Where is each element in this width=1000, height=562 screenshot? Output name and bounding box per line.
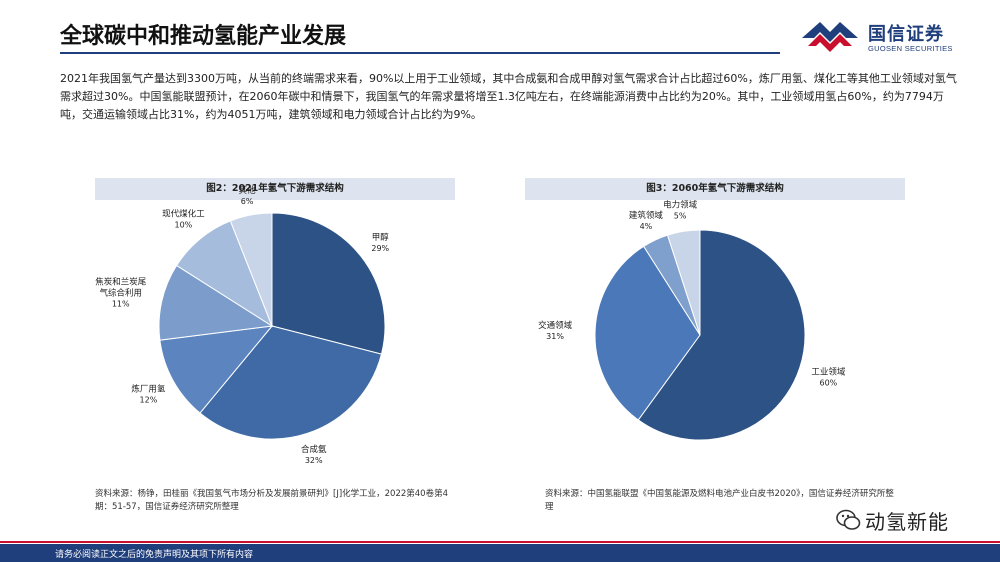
wechat-icon xyxy=(836,509,861,530)
title-divider xyxy=(60,52,780,54)
page-title: 全球碳中和推动氢能产业发展 xyxy=(60,24,347,49)
chart1-source: 资料来源：杨铮，田桂丽《我国氢气市场分析及发展前景研判》[J]化学工业，2022… xyxy=(95,489,448,512)
chart2-header: 图3：2060年氢气下游需求结构 xyxy=(525,178,905,200)
chart2-source: 资料来源：中国氢能联盟《中国氢能源及燃料电池产业白皮书2020》，国信证券经济研… xyxy=(545,489,894,512)
pie-slice-2 xyxy=(594,245,701,421)
pie-slice-2 xyxy=(199,325,383,440)
slice-value-label: 29% xyxy=(371,244,389,253)
slice-category-label: 炼厂用氢 xyxy=(131,384,166,395)
slice-value-label: 6% xyxy=(241,197,254,206)
slice-value-label: 5% xyxy=(674,211,687,220)
slice-category-label: 建筑领域 xyxy=(629,210,664,221)
slice-category-label: 气综合利用 xyxy=(99,287,142,298)
footer-text: 请务必阅读正文之后的免责声明及其项下所有内容 xyxy=(55,550,254,560)
pie-slice-6 xyxy=(229,212,273,327)
pie-slice-1 xyxy=(637,229,806,441)
logo-text-en: GUOSEN SECURITIES xyxy=(868,44,953,53)
slice-value-label: 32% xyxy=(305,456,323,465)
slice-category-label: 合成氨 xyxy=(301,444,327,455)
footer-accent xyxy=(0,541,1000,543)
slice-value-label: 60% xyxy=(820,379,838,388)
watermark-text: 动氢新能 xyxy=(865,510,949,534)
logo-text-cn: 国信证券 xyxy=(868,24,944,45)
intro-paragraph: 2021年我国氢气产量达到3300万吨，从当前的终端需求来看，90%以上用于工业… xyxy=(60,72,957,121)
slice-value-label: 31% xyxy=(546,332,564,341)
slice-category-label: 甲醇 xyxy=(372,232,390,243)
pie-slice-1 xyxy=(271,212,386,355)
slice-category-label: 电力领域 xyxy=(663,199,698,210)
pie-slice-3 xyxy=(159,325,274,414)
slice-value-label: 10% xyxy=(175,221,193,230)
slice-value-label: 11% xyxy=(112,299,130,308)
chart1-header: 图2：2021年氢气下游需求结构 xyxy=(95,178,455,200)
slice-category-label: 其他 xyxy=(239,185,257,196)
guosen-logo-icon xyxy=(802,22,858,52)
slice-value-label: 4% xyxy=(640,222,653,231)
pie-slice-5 xyxy=(175,220,274,328)
slice-value-label: 12% xyxy=(140,396,158,405)
pie-slice-4 xyxy=(666,229,701,336)
slice-category-label: 焦炭和兰炭尾 xyxy=(95,276,147,287)
pie-slice-4 xyxy=(158,264,274,341)
slice-label-6: 其他6% xyxy=(239,185,257,206)
slice-category-label: 交通领域 xyxy=(538,320,573,331)
slice-category-label: 工业领域 xyxy=(811,367,846,378)
footer-bar: 请务必阅读正文之后的免责声明及其项下所有内容 xyxy=(0,544,1000,562)
slice-category-label: 现代煤化工 xyxy=(162,209,205,220)
brand-logo: 国信证券 GUOSEN SECURITIES xyxy=(800,16,960,60)
